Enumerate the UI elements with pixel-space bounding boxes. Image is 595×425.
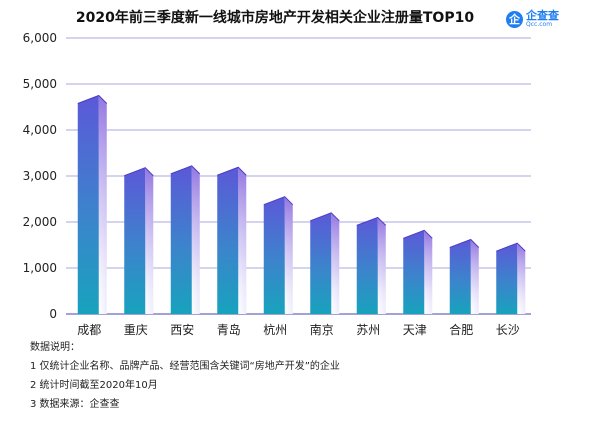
bar	[263, 196, 294, 314]
bar	[403, 229, 433, 314]
y-tick-label: 5,000	[23, 77, 57, 91]
bar	[217, 166, 247, 314]
bar-front	[449, 239, 471, 314]
bar	[170, 165, 201, 314]
bar-side-shade	[145, 167, 154, 314]
x-tick-label: 重庆	[124, 323, 148, 337]
bar-side-shade	[377, 217, 386, 314]
bar-side-shade	[424, 230, 433, 314]
bar-front	[403, 230, 425, 314]
bar-top-edge	[217, 166, 247, 176]
bar	[124, 167, 154, 314]
bar-side-shade	[284, 196, 293, 314]
y-tick-label: 0	[49, 307, 57, 321]
notes-item-3: 3 数据来源：企查查	[30, 399, 120, 410]
bar-side-shade	[98, 95, 107, 314]
bar-top-edge	[263, 196, 294, 206]
bar-top-edge	[124, 167, 154, 177]
bar-front	[310, 212, 332, 314]
bar-front	[170, 165, 192, 314]
x-tick-label: 西安	[170, 322, 194, 337]
bar-top-edge	[403, 229, 433, 239]
logo-name: 企查查	[526, 9, 559, 22]
logo-url: Qcc.com	[526, 21, 553, 28]
y-tick-label: 1,000	[23, 261, 57, 275]
data-notes: 数据说明： 1 仅统计企业名称、品牌产品、经营范围含关键词“房地产开发”的企业 …	[30, 338, 340, 414]
bar-front	[124, 167, 146, 314]
bar-side-shade	[517, 243, 526, 314]
bar	[77, 94, 108, 314]
chart-title: 2020年前三季度新一线城市房地产开发相关企业注册量TOP10	[75, 10, 475, 26]
y-tick-label: 3,000	[23, 169, 57, 183]
bar-side-shade	[191, 165, 200, 314]
bar	[449, 238, 480, 314]
bar-front	[496, 243, 518, 314]
y-tick-label: 2,000	[23, 215, 57, 229]
x-tick-label: 杭州	[263, 322, 287, 337]
bar-side-shade	[470, 239, 479, 314]
x-tick-label: 成都	[77, 323, 101, 337]
y-tick-label: 4,000	[23, 123, 57, 137]
x-tick-label: 青岛	[217, 322, 241, 337]
bar-side-shade	[238, 167, 247, 314]
notes-item-1: 1 仅统计企业名称、品牌产品、经营范围含关键词“房地产开发”的企业	[30, 361, 340, 372]
bar-front	[217, 167, 239, 314]
bar	[356, 216, 387, 314]
logo: 企 企查查 Qcc.com	[506, 8, 559, 30]
bar-top-edge	[356, 216, 387, 226]
bar-front	[356, 217, 378, 314]
bar-top-edge	[77, 94, 108, 104]
x-tick-label: 合肥	[449, 322, 473, 337]
logo-icon: 企	[506, 10, 523, 28]
bar-front	[77, 95, 99, 314]
bar-top-edge	[496, 242, 526, 252]
x-tick-label: 天津	[403, 323, 427, 337]
notes-heading: 数据说明：	[30, 342, 80, 353]
bar-top-edge	[310, 212, 340, 222]
bar	[310, 212, 340, 314]
bar-side-shade	[331, 212, 340, 314]
x-tick-label: 长沙	[496, 323, 520, 337]
bar-top-edge	[170, 165, 201, 175]
y-tick-label: 6,000	[23, 31, 57, 45]
notes-item-2: 2 统计时间截至2020年10月	[30, 380, 158, 391]
bar	[496, 242, 526, 314]
x-tick-label: 苏州	[356, 323, 380, 337]
x-tick-label: 南京	[310, 322, 334, 337]
bar-top-edge	[449, 238, 480, 248]
bar-front	[263, 196, 285, 314]
